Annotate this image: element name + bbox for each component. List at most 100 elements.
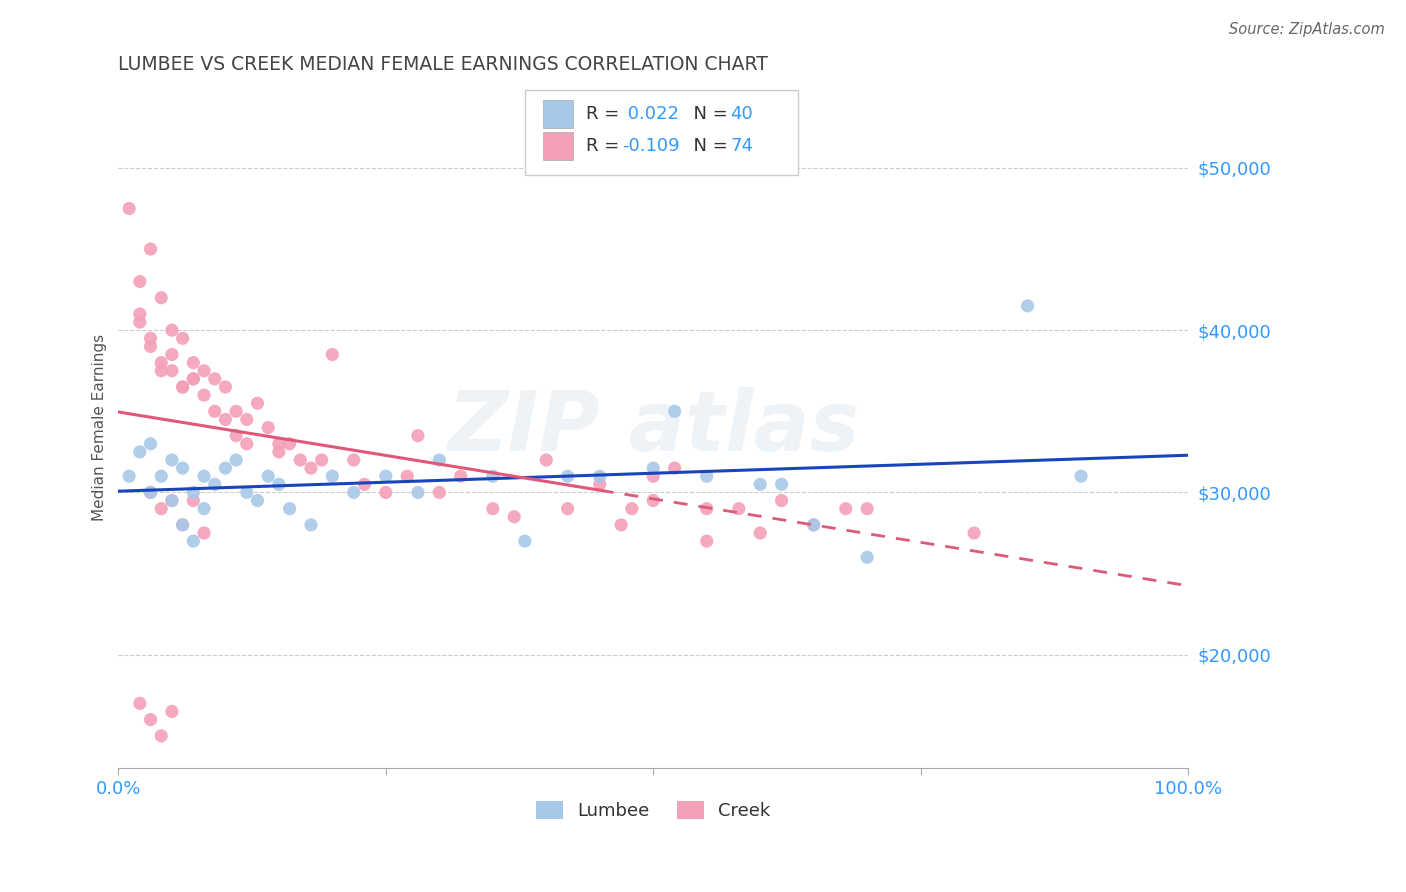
Point [278,501,301,516]
Point [246,493,269,508]
Text: 0.022: 0.022 [623,105,679,123]
Point [236,437,259,451]
Point [696,469,718,483]
Point [118,202,141,216]
Point [128,697,150,711]
Text: R =: R = [586,137,624,155]
Point [181,485,204,500]
Point [1017,299,1039,313]
Point [481,469,503,483]
Point [749,526,772,541]
Point [139,437,162,451]
Point [193,364,215,378]
Legend: Lumbee, Creek: Lumbee, Creek [529,794,778,828]
Point [503,509,526,524]
FancyBboxPatch shape [524,90,797,176]
Point [172,331,194,345]
FancyBboxPatch shape [543,101,574,128]
Point [160,347,183,361]
Point [749,477,772,491]
Point [225,453,247,467]
Point [172,380,194,394]
Point [343,485,366,500]
Point [727,501,749,516]
Point [172,380,194,394]
Text: ZIP atlas: ZIP atlas [447,387,859,468]
Point [374,469,396,483]
Text: N =: N = [682,105,734,123]
Point [150,356,173,370]
Point [427,453,450,467]
Text: Source: ZipAtlas.com: Source: ZipAtlas.com [1229,22,1385,37]
Point [204,404,226,418]
Point [803,517,825,532]
Point [225,428,247,442]
Point [139,485,162,500]
Point [396,469,419,483]
Point [257,469,280,483]
Point [139,242,162,256]
Point [321,469,343,483]
Point [406,485,429,500]
Text: LUMBEE VS CREEK MEDIAN FEMALE EARNINGS CORRELATION CHART: LUMBEE VS CREEK MEDIAN FEMALE EARNINGS C… [118,55,768,74]
Point [139,339,162,353]
Point [225,404,247,418]
Point [803,517,825,532]
Point [856,501,879,516]
Point [150,364,173,378]
Text: -0.109: -0.109 [623,137,681,155]
Point [181,372,204,386]
Point [696,534,718,549]
Point [299,461,322,475]
Point [1070,469,1092,483]
Point [311,453,333,467]
Point [139,713,162,727]
Point [193,501,215,516]
Point [128,315,150,329]
Point [150,501,173,516]
Point [257,420,280,434]
Point [620,501,643,516]
Point [856,550,879,565]
Point [172,461,194,475]
Point [172,517,194,532]
Point [406,428,429,442]
Point [536,453,558,467]
Point [236,485,259,500]
Text: R =: R = [586,105,624,123]
Point [643,493,665,508]
Point [128,307,150,321]
Point [236,412,259,426]
Point [181,372,204,386]
Point [267,445,290,459]
Point [557,501,579,516]
Point [299,517,322,532]
Point [150,729,173,743]
Point [193,526,215,541]
Point [214,461,236,475]
Point [204,477,226,491]
Point [835,501,858,516]
Point [770,477,793,491]
Point [181,493,204,508]
Point [160,493,183,508]
Point [160,364,183,378]
Point [664,404,686,418]
Point [172,517,194,532]
Point [181,534,204,549]
Point [589,469,612,483]
Point [160,323,183,337]
Point [696,501,718,516]
Point [128,275,150,289]
Point [481,501,503,516]
Point [513,534,536,549]
Point [643,461,665,475]
Point [664,461,686,475]
Point [214,380,236,394]
Point [139,331,162,345]
Point [267,437,290,451]
Point [643,469,665,483]
Point [589,477,612,491]
Point [557,469,579,483]
Point [267,477,290,491]
